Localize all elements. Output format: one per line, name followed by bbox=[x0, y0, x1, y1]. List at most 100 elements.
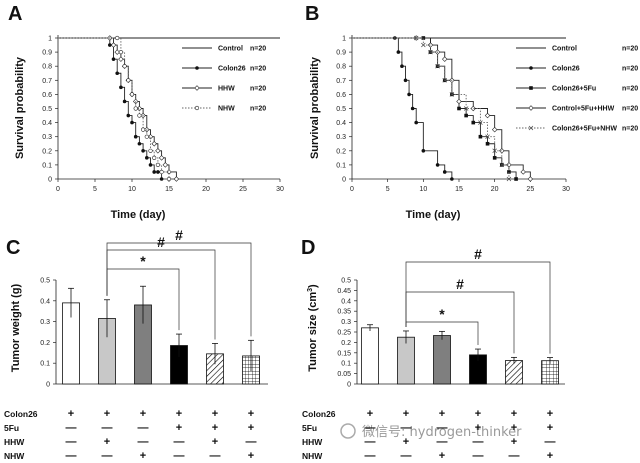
panel-a-point bbox=[158, 155, 165, 161]
panel-c-group-mark: — bbox=[174, 450, 185, 462]
panel-b-point bbox=[463, 106, 469, 111]
panel-a-x-tick-label: 10 bbox=[128, 186, 136, 193]
panel-a-x-tick-label: 20 bbox=[202, 186, 210, 193]
panel-c-significance-bracket bbox=[106, 242, 252, 337]
panel-a-point bbox=[129, 92, 135, 97]
panel-a-point bbox=[126, 78, 131, 83]
panel-a-legend-label: HHW bbox=[218, 86, 235, 93]
panel-c-group-mark: — bbox=[102, 450, 113, 462]
panel-b-point bbox=[464, 113, 468, 118]
panel-a-legend-n: n=20 bbox=[250, 106, 266, 113]
panel-d-y-tick-label: 0.5 bbox=[341, 278, 351, 285]
panel-a-point bbox=[155, 148, 161, 154]
panel-b-point bbox=[407, 92, 411, 97]
panel-label-c: C bbox=[6, 237, 20, 259]
panel-a-point bbox=[118, 49, 123, 55]
panel-label-b: B bbox=[305, 3, 319, 25]
panel-a-x-title: Time (day) bbox=[111, 209, 166, 221]
panel-d-bar bbox=[397, 336, 415, 385]
panel-b-point bbox=[442, 78, 447, 83]
panel-b-point bbox=[506, 176, 512, 182]
panel-d-y-title-main: Tumor size (cm bbox=[307, 292, 319, 372]
panel-b-y-tick-label: 0 bbox=[342, 177, 346, 184]
panel-b-point bbox=[396, 50, 401, 54]
panel-d-group-mark: — bbox=[473, 436, 484, 448]
panel-c-y-tick-label: 0.1 bbox=[40, 361, 50, 368]
panel-b-x-tick-label: 25 bbox=[526, 186, 534, 193]
panel-b-point bbox=[492, 148, 497, 154]
panel-a-point bbox=[122, 99, 127, 104]
panel-d-group-mark: + bbox=[475, 408, 481, 420]
panel-b-y-tick-label: 0.9 bbox=[336, 50, 346, 57]
panel-a-legend-marker bbox=[194, 105, 200, 111]
panel-c-significance-label: # bbox=[157, 234, 165, 250]
panel-c-group-mark: + bbox=[248, 422, 254, 434]
panel-d-group-mark: + bbox=[439, 450, 445, 462]
panel-c-group-mark: — bbox=[246, 436, 257, 448]
panel-d-group-mark: + bbox=[511, 436, 517, 448]
panel-b-series-line bbox=[352, 37, 453, 179]
panel-c-group-mark: + bbox=[68, 408, 74, 420]
panel-d-y-tick-label: 0.2 bbox=[341, 340, 351, 347]
panel-c-group-mark: + bbox=[248, 450, 254, 462]
panel-b-point bbox=[410, 106, 415, 111]
panel-b-point bbox=[403, 78, 408, 83]
panel-b-point bbox=[435, 163, 440, 167]
panel-d-group-mark: — bbox=[365, 436, 376, 448]
panel-b-legend-n: n=20 bbox=[622, 126, 638, 133]
panel-a-point bbox=[151, 141, 157, 147]
panel-d-group-mark: + bbox=[475, 422, 481, 434]
panel-c-y-tick-label: 0.5 bbox=[40, 278, 50, 285]
panel-d-group-mark: — bbox=[365, 422, 376, 434]
panel-a-y-tick-label: 0 bbox=[48, 177, 52, 184]
panel-b-y-tick-label: 0.3 bbox=[336, 134, 346, 141]
panel-a-y-tick-label: 0.7 bbox=[42, 78, 52, 85]
panel-a-y-tick-label: 0.6 bbox=[42, 92, 52, 99]
panel-a-legend-n: n=20 bbox=[250, 86, 266, 93]
panel-c-group-mark: — bbox=[210, 450, 221, 462]
panel-b-point bbox=[491, 126, 498, 133]
panel-b-point bbox=[485, 141, 490, 146]
panel-a-x-tick-label: 25 bbox=[239, 186, 247, 193]
panel-a-point bbox=[173, 176, 180, 182]
panel-b-point bbox=[449, 92, 455, 97]
panel-d-group-mark: + bbox=[547, 408, 553, 420]
panel-a-point bbox=[118, 56, 124, 62]
panel-a-point bbox=[137, 141, 142, 146]
panel-b-y-tick-label: 1 bbox=[342, 36, 346, 43]
panel-a-y-tick-label: 0.9 bbox=[42, 50, 52, 57]
wechat-icon bbox=[340, 423, 356, 439]
panel-b-legend-marker bbox=[529, 66, 533, 70]
panel-d-group-row-label: NHW bbox=[302, 451, 323, 461]
panel-d-group-mark: — bbox=[401, 422, 412, 434]
panel-b-x-title: Time (day) bbox=[406, 209, 461, 221]
panel-b-series-line bbox=[352, 37, 510, 179]
panel-b-x-tick-label: 20 bbox=[491, 186, 499, 193]
panel-d-group-row-label: Colon26 bbox=[302, 409, 336, 419]
panel-d-significance-label: # bbox=[474, 246, 482, 262]
panel-b-y-tick-label: 0.6 bbox=[336, 92, 346, 99]
panel-b-legend-label: Control bbox=[552, 46, 577, 53]
panel-c-group-mark: + bbox=[248, 408, 254, 420]
panel-b-legend-label: Control+5Fu+HHW bbox=[552, 106, 615, 113]
panel-d-bar bbox=[505, 360, 523, 385]
panel-d-y-tick-label: 0.35 bbox=[337, 309, 351, 316]
panel-a-point bbox=[166, 176, 172, 182]
panel-b-point bbox=[428, 49, 433, 55]
panel-c-y-tick-label: 0.2 bbox=[40, 340, 50, 347]
panel-b-legend-n: n=20 bbox=[622, 86, 638, 93]
panel-b-point bbox=[457, 106, 461, 111]
panel-c-group-mark: + bbox=[104, 436, 110, 448]
watermark-text: 微信号: hydrogen-thinker bbox=[362, 425, 522, 440]
panel-b-legend-label: Colon26 bbox=[552, 66, 580, 73]
panel-a-point bbox=[119, 85, 123, 90]
panel-b-point bbox=[421, 42, 426, 48]
panel-b-y-tick-label: 0.4 bbox=[336, 120, 346, 127]
panel-c-group-mark: — bbox=[66, 450, 77, 462]
panel-d-group-mark: + bbox=[403, 436, 409, 448]
panel-b-point bbox=[514, 177, 518, 181]
panel-d-y-title: Tumor size (cm3) bbox=[307, 284, 319, 372]
panel-b-legend-marker bbox=[529, 86, 533, 90]
panel-b-point bbox=[413, 35, 419, 41]
